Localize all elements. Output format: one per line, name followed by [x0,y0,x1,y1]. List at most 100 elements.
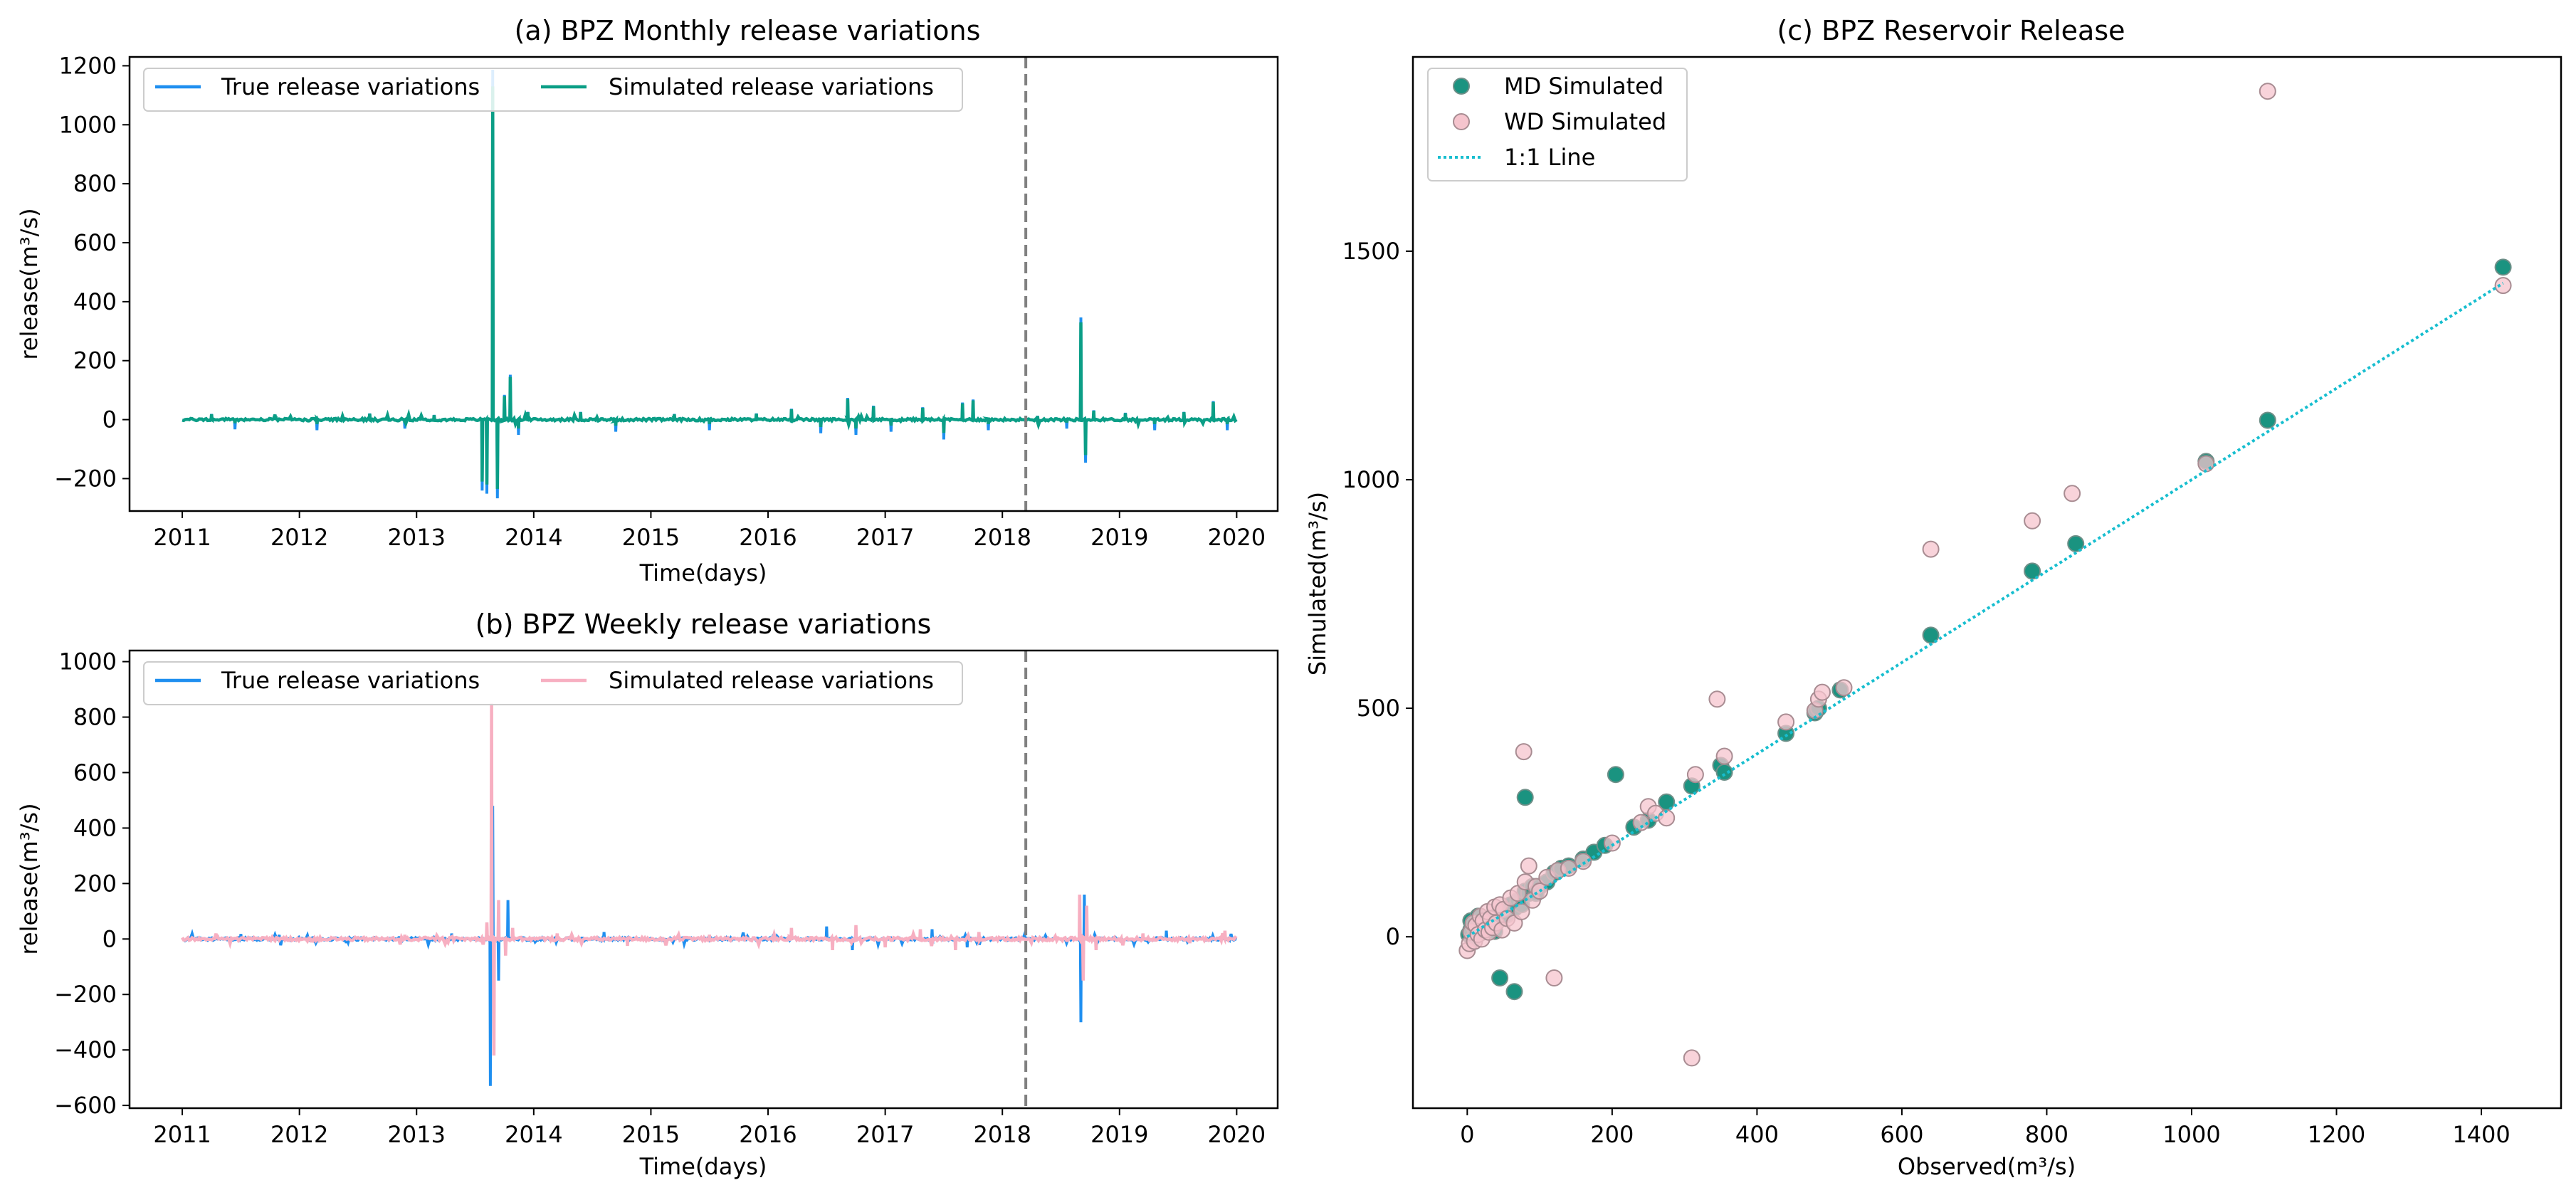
wd-point [1835,679,1853,697]
monthly-legend-box [143,68,963,112]
simulated-release-line [181,702,1238,1056]
weekly-ylabel: release(m³/s) [16,803,43,954]
x-tick-label: 2011 [153,524,211,551]
wd-point [1520,857,1537,875]
x-tick-label: 2016 [739,524,797,551]
x-tick-label: 2017 [856,1121,914,1148]
legend-md-marker [1453,78,1470,95]
x-tick-label: 1200 [2308,1121,2365,1148]
weekly-legend: True release variations Simulated releas… [143,661,963,705]
x-tick-label: 200 [1590,1121,1634,1148]
y-tick-label: 0 [102,925,117,952]
monthly-x-ticks: 2011 2012 2013 2014 2015 2016 2017 2018 2019 2020 [153,511,1266,551]
x-tick-label: 2020 [1208,1121,1266,1148]
md-point [1516,789,1534,806]
true-release-line [182,69,1238,499]
wd-point [2064,485,2081,502]
monthly-plot-area [182,57,1238,511]
monthly-ylabel: release(m³/s) [16,208,43,359]
monthly-legend: True release variations Simulated releas… [143,68,963,112]
true-release-line [181,806,1238,1086]
y-tick-label: 400 [73,814,117,841]
x-tick-label: 2015 [622,1121,680,1148]
legend-wd-marker [1453,113,1470,130]
x-tick-label: 0 [1460,1121,1474,1148]
scatter-xlabel: Observed(m³/s) [1898,1153,2076,1180]
x-tick-label: 2016 [739,1121,797,1148]
y-tick-label: 1000 [1342,466,1400,493]
legend-true-label-weekly: True release variations [221,667,480,694]
x-tick-label: 2017 [856,524,914,551]
weekly-y-ticks: −600 −400 −200 0 200 400 600 800 1000 [54,648,130,1119]
legend-wd-label: WD Simulated [1504,108,1666,135]
weekly-xlabel: Time(days) [639,1153,767,1180]
weekly-axes-frame [128,649,1279,1110]
wd-point [1545,969,1563,986]
simulated-release-line [182,86,1238,489]
wd-point [2259,83,2276,100]
monthly-y-ticks: −200 0 200 400 600 800 1000 1200 [54,52,130,492]
y-tick-label: 1200 [59,52,117,79]
legend-true-label: True release variations [221,73,480,100]
y-tick-label: 0 [1386,923,1400,950]
y-tick-label: 1000 [59,648,117,675]
wd-point [1814,683,1831,701]
x-tick-label: 2013 [388,1121,446,1148]
x-tick-label: 2015 [622,524,680,551]
md-point [2494,258,2512,276]
wd-point [1686,766,1704,784]
one-to-one-line [1466,282,2504,938]
y-tick-label: 0 [102,406,117,433]
x-tick-label: 2013 [388,524,446,551]
x-tick-label: 400 [1735,1121,1779,1148]
wd-point [1515,743,1533,761]
y-tick-label: 200 [73,347,117,374]
wd-point [2197,455,2215,473]
scatter-axes-frame [1411,56,2562,1110]
weekly-title: (b) BPZ Weekly release variations [475,609,932,640]
y-tick-label: 600 [73,229,117,256]
legend-sim-label: Simulated release variations [609,73,934,100]
weekly-x-ticks: 2011 2012 2013 2014 2015 2016 2017 2018 2019 2020 [153,1108,1266,1148]
y-tick-label: 500 [1357,695,1400,722]
scatter-y-ticks: 0 500 1000 1500 [1342,238,1413,950]
scatter-legend: MD Simulated WD Simulated 1:1 Line [1427,68,1688,181]
x-tick-label: 1400 [2452,1121,2510,1148]
x-tick-label: 2014 [505,524,562,551]
y-tick-label: 600 [73,759,117,786]
y-tick-label: 200 [73,870,117,897]
monthly-title: (a) BPZ Monthly release variations [515,15,981,46]
x-tick-label: 2011 [153,1121,211,1148]
legend-sim-label-weekly: Simulated release variations [609,667,934,694]
y-tick-label: −600 [54,1092,117,1119]
panel-monthly: (a) BPZ Monthly release variations 2011 2… [16,15,1279,586]
x-tick-label: 2020 [1208,524,1266,551]
y-tick-label: −200 [54,465,117,492]
scatter-plot-area [1458,83,2512,1067]
panel-weekly: (b) BPZ Weekly release variations 2011 20… [16,609,1279,1180]
scatter-ylabel: Simulated(m³/s) [1304,492,1331,675]
x-tick-label: 2019 [1090,524,1148,551]
panel-scatter: (c) BPZ Reservoir Release 0 200 400 600 800 1… [1304,15,2562,1180]
x-tick-label: 2019 [1090,1121,1148,1148]
legend-one-to-one-label: 1:1 Line [1504,144,1595,171]
y-tick-label: 400 [73,288,117,315]
y-tick-label: 800 [73,704,117,731]
x-tick-label: 2018 [973,524,1031,551]
scatter-legend-box [1427,68,1688,181]
legend-md-label: MD Simulated [1504,73,1663,100]
wd-point [1632,814,1650,831]
wd-point [2494,277,2512,295]
md-point [2259,411,2276,429]
md-point [1607,766,1624,784]
y-tick-label: −400 [54,1036,117,1063]
wd-point [2024,512,2041,530]
weekly-legend-box [143,661,963,705]
x-tick-label: 1000 [2162,1121,2220,1148]
x-tick-label: 2012 [270,1121,328,1148]
monthly-axes-frame [128,56,1279,512]
scatter-title: (c) BPZ Reservoir Release [1777,15,2125,46]
wd-point [1922,540,1940,558]
md-point [1491,969,1509,986]
